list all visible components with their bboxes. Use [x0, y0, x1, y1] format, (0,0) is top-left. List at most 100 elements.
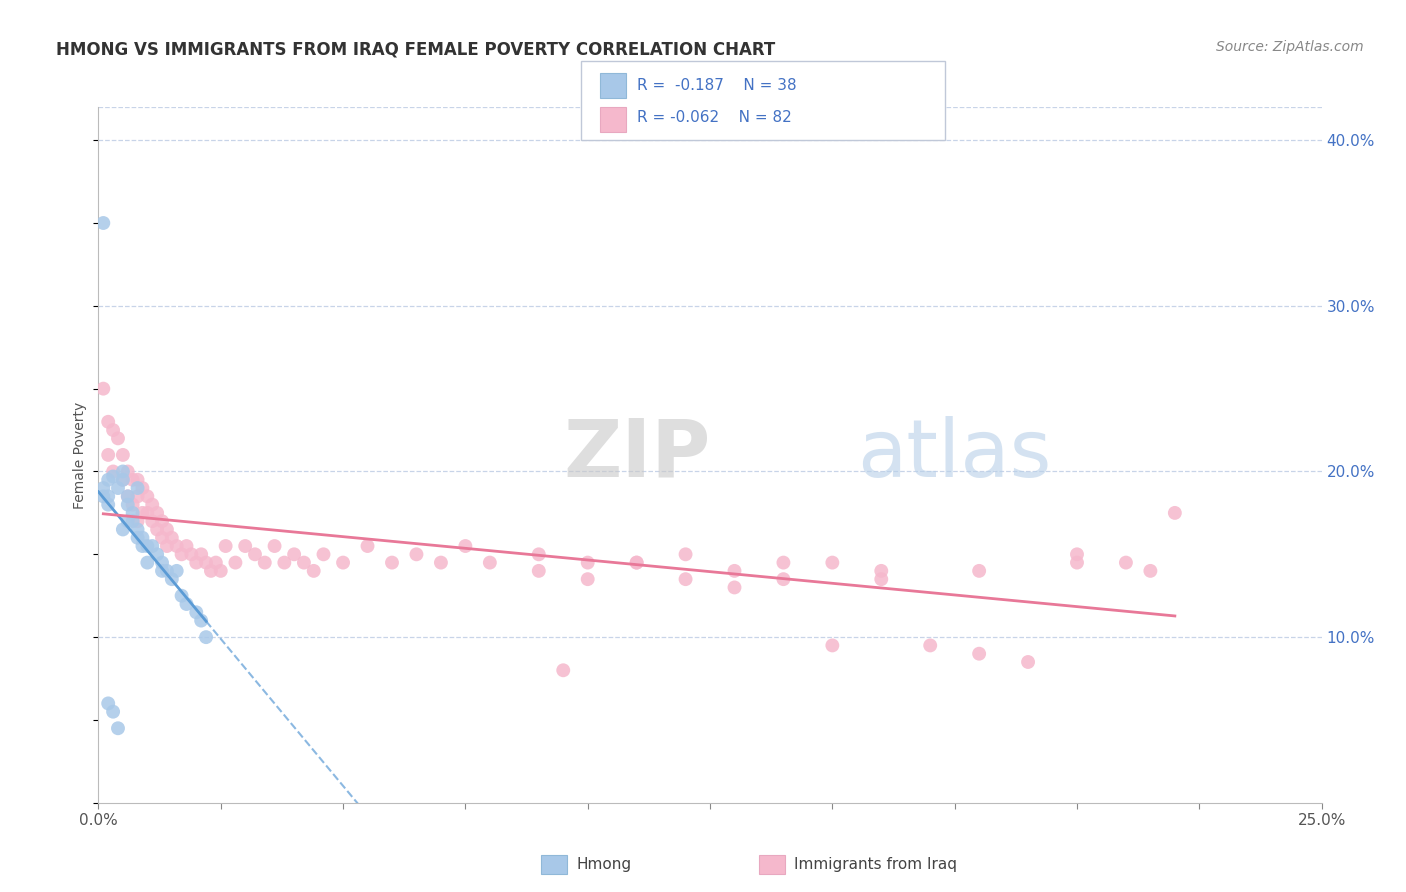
Point — [200, 564, 222, 578]
Point — [170, 547, 193, 561]
Point — [243, 547, 266, 561]
Point — [111, 448, 134, 462]
Point — [150, 556, 173, 570]
Point — [150, 531, 173, 545]
Point — [97, 489, 120, 503]
Point — [107, 481, 129, 495]
Point — [127, 514, 149, 528]
Point — [141, 514, 163, 528]
Point — [190, 547, 212, 561]
Point — [273, 556, 295, 570]
Point — [107, 721, 129, 735]
Point — [91, 382, 114, 396]
Point — [454, 539, 477, 553]
Point — [156, 539, 179, 553]
Point — [146, 506, 169, 520]
Point — [176, 539, 198, 553]
Point — [150, 514, 173, 528]
Point — [127, 481, 149, 495]
Point — [166, 539, 188, 553]
Point — [821, 556, 844, 570]
Point — [136, 556, 159, 570]
Point — [576, 556, 599, 570]
Point — [91, 489, 114, 503]
Point — [101, 705, 124, 719]
Point — [136, 489, 159, 503]
Point — [263, 539, 285, 553]
Point — [121, 498, 143, 512]
Text: Source: ZipAtlas.com: Source: ZipAtlas.com — [1216, 40, 1364, 54]
Point — [253, 556, 276, 570]
Point — [121, 514, 143, 528]
Point — [675, 572, 697, 586]
Point — [101, 423, 124, 437]
Point — [430, 556, 453, 570]
Point — [97, 473, 120, 487]
Point — [224, 556, 246, 570]
Point — [166, 564, 188, 578]
Point — [156, 564, 179, 578]
Point — [97, 448, 120, 462]
Point — [214, 539, 236, 553]
Point — [723, 564, 745, 578]
Point — [111, 473, 134, 487]
Point — [205, 556, 228, 570]
Point — [1066, 556, 1088, 570]
Point — [136, 506, 159, 520]
Text: Hmong: Hmong — [576, 857, 631, 871]
Point — [920, 639, 942, 653]
Point — [967, 564, 990, 578]
Point — [127, 489, 149, 503]
Point — [1017, 655, 1039, 669]
Point — [146, 547, 169, 561]
Point — [146, 523, 169, 537]
Point — [127, 523, 149, 537]
Point — [553, 663, 575, 677]
Point — [356, 539, 378, 553]
Point — [405, 547, 427, 561]
Point — [127, 473, 149, 487]
Point — [870, 572, 893, 586]
Point — [156, 523, 179, 537]
Point — [190, 614, 212, 628]
Point — [127, 531, 149, 545]
Point — [117, 514, 139, 528]
Point — [97, 415, 120, 429]
Point — [576, 572, 599, 586]
Point — [111, 465, 134, 479]
Text: ZIP: ZIP — [564, 416, 710, 494]
Point — [180, 547, 202, 561]
Point — [478, 556, 501, 570]
Point — [117, 489, 139, 503]
Point — [101, 465, 124, 479]
Point — [1066, 547, 1088, 561]
Point — [772, 572, 794, 586]
Point — [121, 506, 143, 520]
Point — [141, 498, 163, 512]
Point — [107, 431, 129, 445]
Point — [136, 539, 159, 553]
Text: atlas: atlas — [856, 416, 1052, 494]
Point — [117, 465, 139, 479]
Point — [381, 556, 404, 570]
Point — [195, 630, 218, 644]
Point — [1115, 556, 1137, 570]
Point — [170, 589, 193, 603]
Point — [160, 531, 183, 545]
Point — [723, 581, 745, 595]
Text: R = -0.062    N = 82: R = -0.062 N = 82 — [637, 110, 792, 125]
Point — [233, 539, 256, 553]
Point — [101, 469, 124, 483]
Point — [131, 481, 153, 495]
Point — [160, 572, 183, 586]
Point — [111, 473, 134, 487]
Point — [675, 547, 697, 561]
Point — [283, 547, 305, 561]
Y-axis label: Female Poverty: Female Poverty — [73, 401, 87, 508]
Point — [195, 556, 218, 570]
Point — [91, 216, 114, 230]
Point — [176, 597, 198, 611]
Point — [967, 647, 990, 661]
Point — [626, 556, 648, 570]
Point — [209, 564, 232, 578]
